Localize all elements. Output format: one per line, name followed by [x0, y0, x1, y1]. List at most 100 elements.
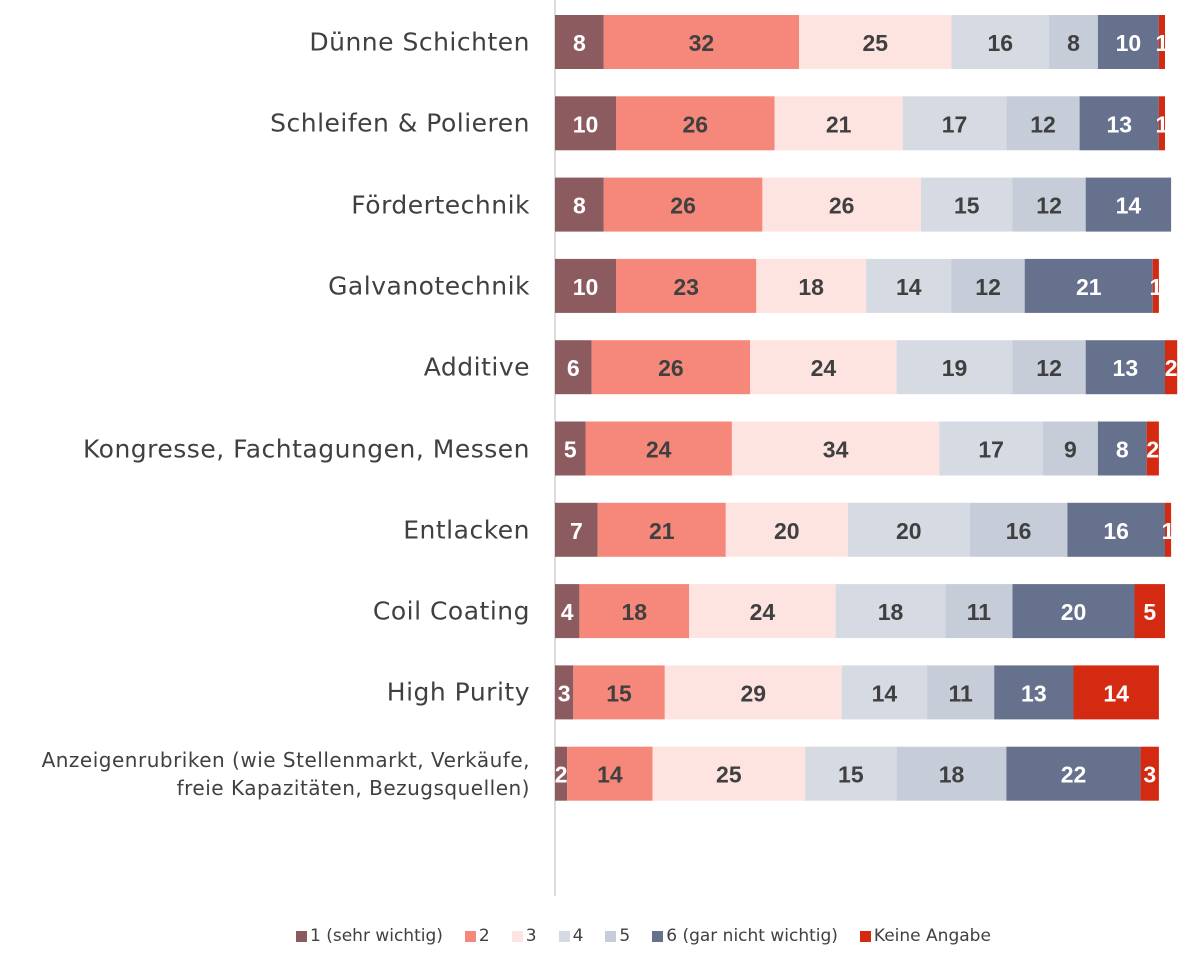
- category-label: Dünne Schichten: [309, 27, 530, 57]
- bar-segment: [1079, 96, 1159, 151]
- value-label: 18: [798, 274, 824, 300]
- bar-segment: [616, 96, 775, 151]
- value-label: 21: [649, 518, 675, 544]
- value-label: 10: [573, 274, 599, 300]
- legend-swatch: [464, 930, 476, 942]
- bar-segment: [555, 502, 598, 557]
- bar-segment: [945, 584, 1013, 639]
- bar-segment: [835, 584, 946, 639]
- value-label: 26: [683, 111, 709, 137]
- legend-label: 5: [619, 926, 631, 946]
- bar-segment: [1152, 258, 1159, 313]
- bar-segment: [1006, 96, 1080, 151]
- bar-segment: [1134, 584, 1165, 639]
- value-label: 10: [1116, 30, 1142, 56]
- bar-segment: [616, 258, 757, 313]
- bar-segment: [1165, 502, 1172, 557]
- value-label: 15: [606, 680, 632, 706]
- bar-segment: [1073, 665, 1159, 720]
- bar-segment: [579, 584, 690, 639]
- bar-segment: [603, 15, 799, 69]
- legend-item: Keine Angabe: [859, 926, 991, 946]
- bar-segment: [1012, 584, 1135, 639]
- bar-segment: [994, 665, 1074, 720]
- bar-segment: [689, 584, 836, 639]
- bar-segment: [939, 421, 1043, 476]
- value-label: 24: [750, 599, 776, 625]
- value-label: 29: [740, 680, 766, 706]
- bar-segment: [585, 421, 732, 476]
- bar-segment: [664, 665, 842, 720]
- value-label: 18: [939, 762, 965, 788]
- category-label: Galvanotechnik: [328, 271, 530, 301]
- bar-segment: [756, 258, 867, 313]
- legend-item: 4: [558, 926, 583, 946]
- value-label: 8: [573, 30, 586, 56]
- legend: 1 (sehr wichtig) 2 3 4 5 6 (gar nicht wichtig…: [296, 926, 991, 946]
- value-label: 17: [942, 111, 968, 137]
- value-label: 14: [872, 680, 898, 706]
- bar-segment: [841, 665, 928, 720]
- value-label: 3: [558, 680, 571, 706]
- bar-segment: [927, 665, 995, 720]
- legend-label: 2: [478, 926, 490, 946]
- bar-segment: [1158, 15, 1165, 69]
- bar-segment: [555, 746, 568, 801]
- bar-segment: [597, 502, 726, 557]
- category-label: High Purity: [386, 677, 530, 707]
- bar-segment: [1097, 15, 1159, 69]
- bar-segment: [725, 502, 848, 557]
- bar-segment: [951, 258, 1025, 313]
- bar-segment: [1158, 96, 1165, 151]
- bar-segment: [762, 177, 921, 232]
- category-label: Fördertechnik: [351, 190, 530, 220]
- legend-swatch: [605, 930, 617, 942]
- bar-segment: [1012, 340, 1086, 395]
- value-label: 25: [862, 30, 888, 56]
- bar-segment: [731, 421, 940, 476]
- bar-segment: [567, 746, 653, 801]
- legend-item: 3: [511, 926, 537, 946]
- bar-segment: [1006, 746, 1141, 801]
- bar-segment: [555, 258, 616, 313]
- bar-segment: [896, 746, 1007, 801]
- bar-segment: [1043, 421, 1098, 476]
- value-label: 14: [1103, 680, 1129, 706]
- legend-swatch: [558, 930, 570, 942]
- value-label: 9: [1064, 437, 1077, 463]
- value-label: 18: [878, 599, 904, 625]
- category-label: Additive: [423, 352, 530, 382]
- legend-swatch: [652, 930, 664, 942]
- bar-segment: [951, 15, 1050, 69]
- legend-item: 6 (gar nicht wichtig): [652, 926, 838, 946]
- value-label: 13: [1021, 680, 1047, 706]
- bar-segment: [1049, 15, 1098, 69]
- bar-segment: [902, 96, 1007, 151]
- bar-segment: [969, 502, 1068, 557]
- legend-label: Keine Angabe: [873, 926, 991, 946]
- value-label: 14: [597, 762, 623, 788]
- legend-label: 6 (gar nicht wichtig): [666, 926, 838, 946]
- value-label: 15: [838, 762, 864, 788]
- value-label: 17: [978, 437, 1004, 463]
- bar-segment: [1067, 502, 1165, 557]
- value-label: 14: [1116, 193, 1142, 219]
- value-label: 2: [555, 762, 568, 788]
- bar-segment: [555, 421, 586, 476]
- value-label: 2: [1146, 437, 1159, 463]
- value-label: 5: [1143, 599, 1156, 625]
- legend-item: 5: [605, 926, 630, 946]
- value-label: 19: [942, 355, 968, 381]
- value-label: 1: [1149, 274, 1162, 300]
- bar-segment: [555, 96, 616, 151]
- value-label: 10: [573, 111, 599, 137]
- bar-segment: [774, 96, 903, 151]
- category-label: Schleifen & Polieren: [270, 108, 530, 138]
- value-label: 32: [689, 30, 715, 56]
- category-label: Coil Coating: [372, 596, 530, 626]
- value-label: 1: [1156, 111, 1169, 137]
- bar-segment: [1146, 421, 1159, 476]
- bar-segment: [652, 746, 806, 801]
